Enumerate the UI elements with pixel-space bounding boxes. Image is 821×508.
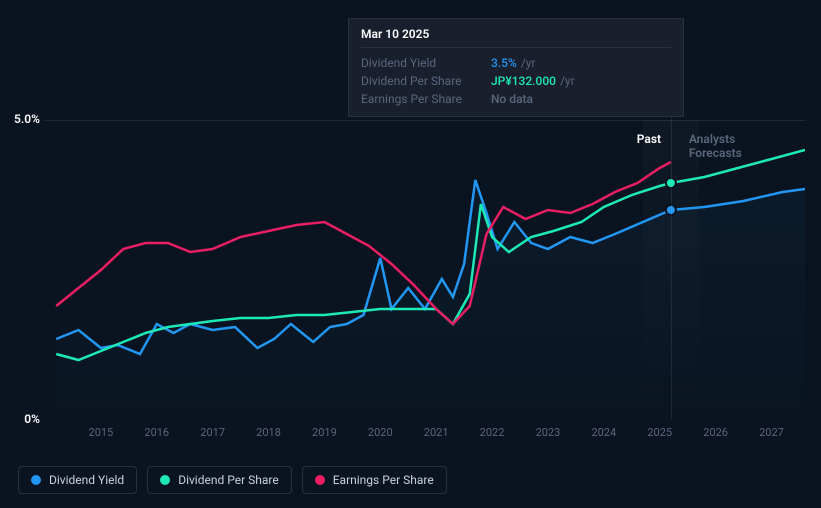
chart-container: Mar 10 2025 Dividend Yield3.5%/yrDividen… xyxy=(0,0,821,508)
x-tick-label: 2019 xyxy=(312,426,337,439)
x-tick-label: 2026 xyxy=(703,426,728,439)
tooltip-row: Dividend Yield3.5% /yr xyxy=(361,54,671,72)
tooltip-row: Dividend Per ShareJP¥132.000/yr xyxy=(361,72,671,90)
x-tick-label: 2025 xyxy=(647,426,672,439)
x-tick-label: 2023 xyxy=(536,426,561,439)
x-tick-label: 2022 xyxy=(480,426,505,439)
legend-item[interactable]: Dividend Per Share xyxy=(147,466,292,494)
tooltip-row-unit: /yr xyxy=(560,74,575,88)
legend-label: Dividend Per Share xyxy=(178,473,279,487)
tooltip-row-value: No data xyxy=(491,92,533,106)
chart-legend: Dividend Yield Dividend Per Share Earnings… xyxy=(18,466,447,494)
tooltip-row-value: JP¥132.000 xyxy=(491,74,556,88)
tooltip-date: Mar 10 2025 xyxy=(361,27,671,48)
legend-swatch xyxy=(31,475,41,485)
x-tick-label: 2027 xyxy=(759,426,784,439)
y-tick-label: 5.0% xyxy=(0,112,40,126)
chart-tooltip: Mar 10 2025 Dividend Yield3.5%/yrDividen… xyxy=(348,18,684,117)
tooltip-row-label: Dividend Yield xyxy=(361,56,491,70)
tooltip-row-value: 3.5% xyxy=(491,56,517,70)
legend-swatch xyxy=(160,475,170,485)
legend-item[interactable]: Earnings Per Share xyxy=(302,466,447,494)
x-tick-label: 2016 xyxy=(144,426,169,439)
x-tick-label: 2018 xyxy=(256,426,281,439)
x-tick-label: 2021 xyxy=(424,426,449,439)
chart-plot[interactable] xyxy=(45,120,805,420)
tooltip-row: Earnings Per ShareNo data xyxy=(361,90,671,108)
x-tick-label: 2020 xyxy=(368,426,393,439)
x-tick-label: 2017 xyxy=(200,426,225,439)
tooltip-row-label: Earnings Per Share xyxy=(361,92,491,106)
tooltip-row-unit: /yr xyxy=(521,56,536,70)
x-tick-label: 2024 xyxy=(591,426,616,439)
legend-item[interactable]: Dividend Yield xyxy=(18,466,137,494)
x-tick-label: 2015 xyxy=(89,426,114,439)
tooltip-row-label: Dividend Per Share xyxy=(361,74,491,88)
y-tick-label: 0% xyxy=(0,412,40,426)
legend-swatch xyxy=(315,475,325,485)
legend-label: Earnings Per Share xyxy=(333,473,434,487)
legend-label: Dividend Yield xyxy=(49,473,124,487)
